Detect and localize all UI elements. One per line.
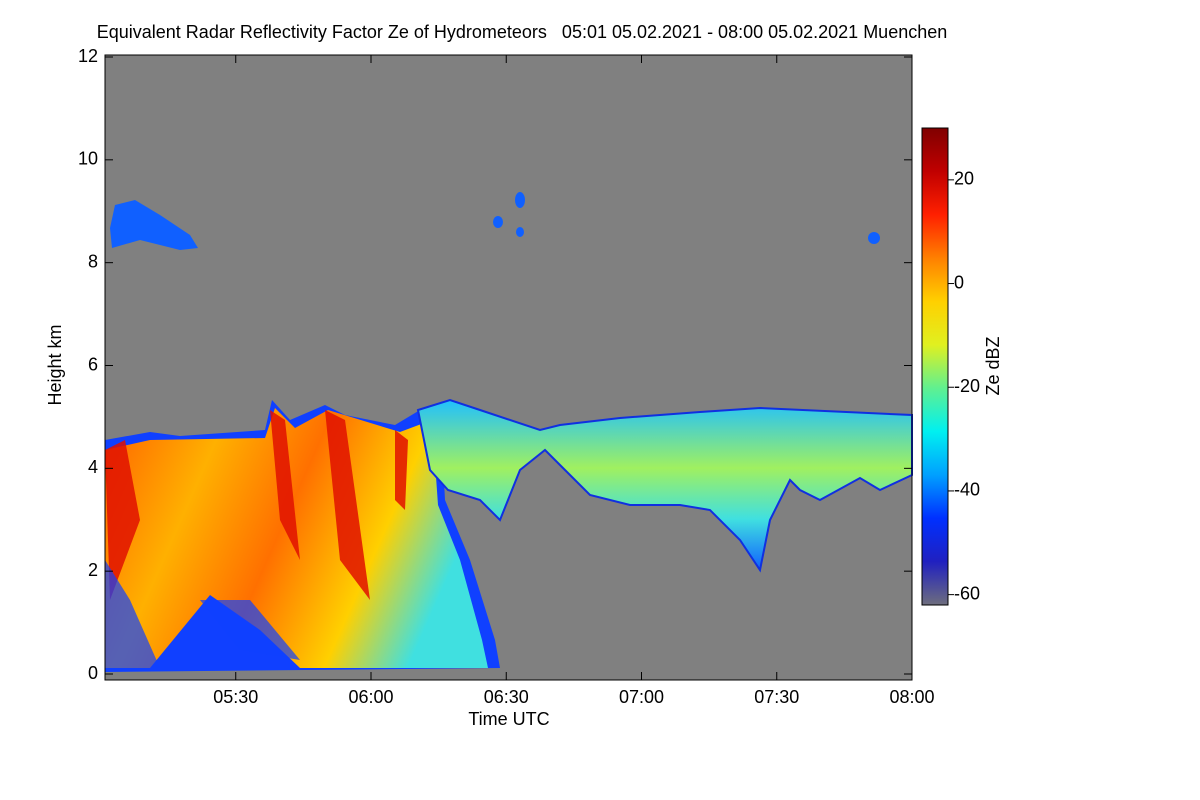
x-tick-label: 07:30: [754, 687, 799, 707]
colorbar-label: Ze dBZ: [983, 336, 1003, 395]
colorbar-tick-label: 0: [954, 272, 964, 292]
x-tick-label: 06:30: [484, 687, 529, 707]
reflectivity-field: [105, 55, 913, 680]
colorbar-tick-label: -40: [954, 480, 980, 500]
x-tick-label: 08:00: [889, 687, 934, 707]
y-tick-label: 8: [88, 251, 98, 271]
y-tick-label: 6: [88, 354, 98, 374]
y-tick-label: 0: [88, 663, 98, 683]
y-tick-label: 12: [78, 46, 98, 66]
chart-title: Equivalent Radar Reflectivity Factor Ze …: [97, 22, 948, 42]
y-axis-label: Height km: [45, 324, 65, 405]
colorbar-tick-label: -60: [954, 583, 980, 603]
plot-frame: [104, 54, 913, 681]
colorbar-tick-label: 20: [954, 169, 974, 189]
y-tick-label: 10: [78, 149, 98, 169]
y-tick-label: 2: [88, 560, 98, 580]
colorbar: [921, 127, 949, 606]
x-tick-label: 05:30: [213, 687, 258, 707]
x-axis-label: Time UTC: [468, 709, 549, 729]
x-tick-label: 07:00: [619, 687, 664, 707]
colorbar-tick-label: -20: [954, 376, 980, 396]
x-tick-label: 06:00: [348, 687, 393, 707]
y-tick-label: 4: [88, 457, 98, 477]
